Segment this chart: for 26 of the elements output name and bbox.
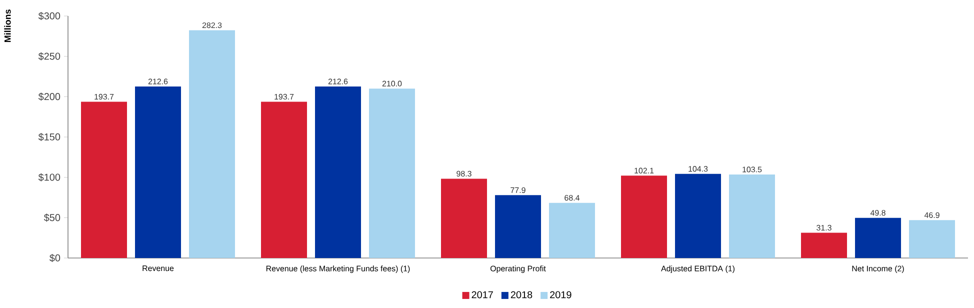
y-tick-label: $100 xyxy=(38,173,60,182)
bar xyxy=(315,86,362,258)
bar xyxy=(855,218,902,258)
bar xyxy=(675,174,722,258)
bar xyxy=(81,102,127,258)
bar xyxy=(189,30,236,258)
y-tick-label: $150 xyxy=(38,132,60,142)
bar xyxy=(801,232,848,258)
bar xyxy=(549,202,596,258)
y-tick-label: $300 xyxy=(38,12,60,20)
bar xyxy=(909,220,956,258)
bar xyxy=(729,174,776,258)
legend-label: 2017 xyxy=(472,291,493,298)
bar xyxy=(495,195,542,258)
bar xyxy=(261,102,308,258)
bar xyxy=(621,176,668,258)
y-tick-label: $50 xyxy=(44,214,60,222)
y-tick-label: $250 xyxy=(38,52,60,60)
y-tick-label: $200 xyxy=(38,92,60,101)
y-axis-title: Millions xyxy=(4,10,11,42)
y-tick-label: $0 xyxy=(50,254,60,262)
legend-label: 2018 xyxy=(510,291,532,298)
bar xyxy=(135,86,182,258)
bar xyxy=(369,88,416,258)
bar xyxy=(441,178,488,258)
legend-label: 2019 xyxy=(550,291,572,298)
